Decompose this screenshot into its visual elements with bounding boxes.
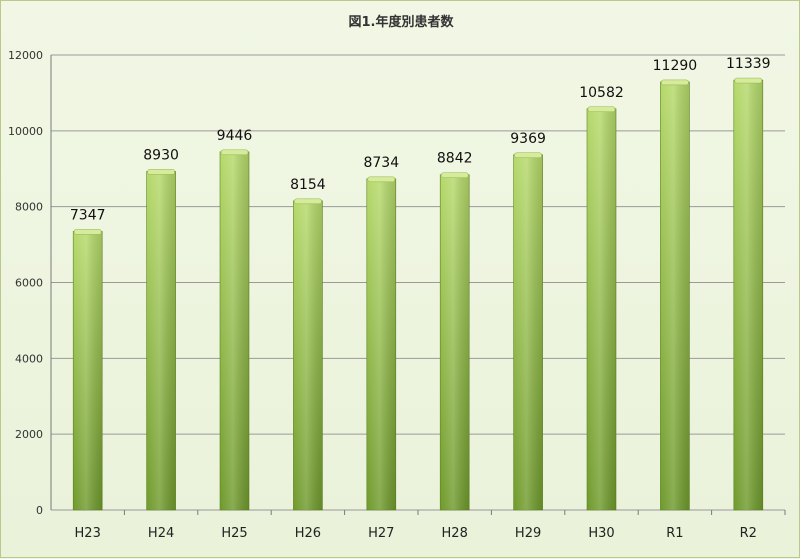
x-category-label: H26 [295,526,321,541]
y-tick-label: 6000 [15,277,43,290]
bar-value-label: 7347 [70,207,106,223]
bar-value-label: 8930 [143,147,179,163]
y-tick-label: 8000 [15,201,43,214]
x-category-label: H24 [148,526,174,541]
labels: 0 2000 4000 6000 8000 10000 12000 H23 7347 H24 893… [8,49,771,541]
bar-shine [146,171,176,510]
bars [72,77,764,511]
y-tick-label: 12000 [8,49,43,62]
bar-value-label: 11339 [726,56,771,72]
bar-shine [293,200,323,510]
bar-cap [514,152,542,159]
bar-cap [147,169,175,175]
y-tick-label: 4000 [15,352,43,365]
bar-cap [220,149,249,156]
bar-value-label: 8842 [437,151,473,167]
bar-shine [366,178,396,511]
bar-cap [661,79,689,86]
bar-shine [440,174,470,510]
bar-cap [440,172,469,178]
x-category-label: R2 [740,526,757,541]
x-category-label: H25 [221,526,247,541]
bar-value-label: 8734 [363,155,399,171]
x-category-label: H29 [515,526,541,541]
bar-cap [587,106,616,113]
bar-cap [73,229,102,235]
bar-shine [513,154,543,511]
bar-shine [733,80,763,510]
axes [50,55,786,515]
x-category-label: H28 [442,526,468,541]
x-category-label: H23 [75,526,101,541]
bar-shine [73,231,103,510]
y-tick-label: 2000 [15,428,43,441]
bar-value-label: 10582 [579,85,624,101]
chart-title: 図1.年度別患者数 [348,15,454,30]
bar-value-label: 11290 [653,58,698,74]
bar-shine [660,81,690,510]
bar-shine [587,108,616,510]
x-category-label: R1 [666,526,683,541]
x-category-label: H30 [588,526,614,541]
bar-value-label: 8154 [290,177,326,193]
bar-cap [294,198,322,205]
bar-value-label: 9446 [217,128,253,144]
y-tick-label: 10000 [8,125,43,138]
bar-value-label: 9369 [510,131,546,147]
bar-cap [367,176,396,183]
x-category-label: H27 [368,526,394,541]
y-tick-label: 0 [36,504,43,517]
bar-shine [220,151,249,510]
bar-cap [734,77,763,84]
